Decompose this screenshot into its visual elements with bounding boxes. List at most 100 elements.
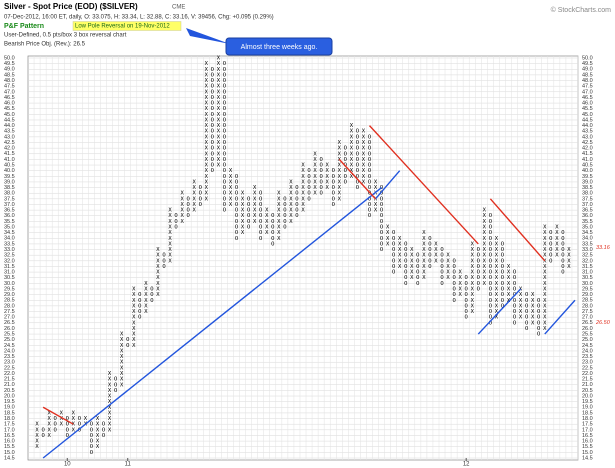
pnf-box: X xyxy=(495,298,499,304)
pnf-box: X xyxy=(531,298,535,304)
pnf-box: O xyxy=(211,84,214,90)
pnf-box: O xyxy=(404,275,407,281)
pnf-box: X xyxy=(35,422,39,428)
pnf-box: X xyxy=(72,416,76,422)
pnf-box: X xyxy=(374,202,378,208)
pnf-box: O xyxy=(223,129,226,135)
pnf-box: X xyxy=(132,315,136,321)
pnf-box: X xyxy=(217,56,221,62)
pnf-box: X xyxy=(338,179,342,185)
pnf-box: O xyxy=(235,208,238,214)
y-tick-label: 28.0 xyxy=(4,303,15,309)
pnf-box: O xyxy=(223,95,226,101)
pnf-box: O xyxy=(54,427,57,433)
pnf-box: X xyxy=(471,264,475,270)
pnf-box: X xyxy=(108,377,112,383)
pnf-box: X xyxy=(483,208,487,214)
y-tick-label-right: 27.0 xyxy=(582,315,593,321)
pnf-box: O xyxy=(465,303,468,309)
pnf-box: X xyxy=(362,168,366,174)
pnf-box: O xyxy=(489,286,492,292)
pnf-box: X xyxy=(374,185,378,191)
pnf-box: X xyxy=(168,219,172,225)
pnf-box: O xyxy=(501,270,504,276)
y-tick-label: 36.0 xyxy=(4,213,15,219)
pnf-box: X xyxy=(72,427,76,433)
y-tick-label: 21.0 xyxy=(4,382,15,388)
pnf-box: X xyxy=(277,208,281,214)
pnf-box: O xyxy=(416,281,419,287)
pnf-box: X xyxy=(338,146,342,152)
trend-line xyxy=(544,299,576,335)
pnf-box: O xyxy=(247,225,250,231)
pnf-box: X xyxy=(47,410,51,416)
pnf-box: X xyxy=(193,208,197,214)
pnf-box: X xyxy=(338,196,342,202)
y-tick-label-right: 47.0 xyxy=(582,89,593,95)
pnf-box: X xyxy=(108,382,112,388)
pnf-box: X xyxy=(205,179,209,185)
pnf-box: O xyxy=(477,258,480,264)
y-tick-label: 30.5 xyxy=(4,275,15,281)
exchange: CME xyxy=(172,5,185,11)
pnf-box: O xyxy=(223,202,226,208)
pnf-box: X xyxy=(229,202,233,208)
pnf-box: O xyxy=(223,84,226,90)
pnf-box: X xyxy=(507,281,511,287)
pnf-box: X xyxy=(362,163,366,169)
pnf-box: X xyxy=(241,196,245,202)
pnf-box: O xyxy=(416,264,419,270)
pnf-box: X xyxy=(277,219,281,225)
pnf-box: O xyxy=(223,112,226,118)
pnf-box: O xyxy=(332,174,335,180)
pnf-box: O xyxy=(223,179,226,185)
trend-line xyxy=(368,125,479,245)
pnf-box: O xyxy=(501,303,504,309)
pnf-box: O xyxy=(319,185,322,191)
y-tick-label: 38.5 xyxy=(4,185,15,191)
y-tick-label: 23.0 xyxy=(4,360,15,366)
pnf-box: X xyxy=(543,303,547,309)
pnf-box: O xyxy=(368,134,371,140)
pnf-box: X xyxy=(217,95,221,101)
y-tick-label: 32.0 xyxy=(4,258,15,264)
pnf-box: X xyxy=(156,292,160,298)
pnf-box: X xyxy=(495,236,499,242)
y-tick-label-right: 39.5 xyxy=(582,174,593,180)
pnf-box: X xyxy=(434,258,438,264)
pnf-box: X xyxy=(229,168,233,174)
y-tick-label: 38.0 xyxy=(4,191,15,197)
pnf-box: O xyxy=(138,292,141,298)
pnf-box: O xyxy=(465,298,468,304)
y-tick-label: 47.0 xyxy=(4,89,15,95)
pnf-box: X xyxy=(96,422,100,428)
pnf-box: O xyxy=(259,213,262,219)
pnf-box: X xyxy=(362,140,366,146)
pnf-box: X xyxy=(386,236,390,242)
pnf-box: X xyxy=(205,61,209,67)
pnf-box: X xyxy=(132,286,136,292)
pnf-box: O xyxy=(501,258,504,264)
pnf-box: O xyxy=(452,298,455,304)
pnf-box: X xyxy=(253,208,257,214)
pnf-box: X xyxy=(108,416,112,422)
pnf-box: O xyxy=(344,157,347,163)
pnf-box: X xyxy=(120,348,124,354)
pnf-box: X xyxy=(350,151,354,157)
pnf-box: X xyxy=(156,247,160,253)
pnf-box: X xyxy=(241,202,245,208)
pnf-box: X xyxy=(193,179,197,185)
pnf-box: X xyxy=(531,309,535,315)
pnf-box: O xyxy=(501,241,504,247)
pnf-box: X xyxy=(350,129,354,135)
pnf-box: X xyxy=(289,179,293,185)
pnf-box: O xyxy=(513,309,516,315)
pnf-box: O xyxy=(368,179,371,185)
pnf-box: O xyxy=(452,258,455,264)
